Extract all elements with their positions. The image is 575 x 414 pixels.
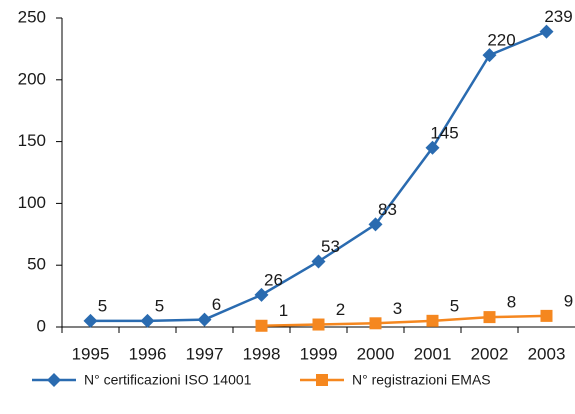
data-label: 9	[564, 291, 573, 310]
y-tick-label: 250	[18, 7, 46, 26]
point	[426, 314, 439, 327]
data-label: 5	[155, 296, 164, 315]
legend-marker	[316, 374, 328, 386]
legend-marker	[47, 373, 61, 387]
point	[140, 313, 155, 328]
data-label: 8	[507, 293, 516, 312]
point	[312, 318, 325, 331]
x-tick-label: 1996	[129, 344, 167, 363]
data-label: 5	[450, 296, 459, 315]
legend-label: N° certificazioni ISO 14001	[84, 372, 252, 388]
point	[540, 309, 553, 322]
y-tick-label: 150	[18, 131, 46, 150]
series-line	[90, 30, 547, 323]
point	[197, 312, 212, 327]
series-line	[261, 314, 547, 328]
data-label: 53	[321, 237, 340, 256]
point	[425, 140, 440, 155]
x-tick-label: 2001	[414, 344, 452, 363]
point	[311, 254, 326, 269]
data-label: 3	[393, 299, 402, 318]
data-label: 239	[544, 7, 572, 26]
y-tick-label: 100	[18, 193, 46, 212]
point	[482, 48, 497, 63]
point	[368, 217, 383, 232]
data-label: 220	[487, 31, 515, 50]
point	[539, 24, 554, 39]
data-label: 5	[98, 296, 107, 315]
point	[254, 287, 269, 302]
x-tick-label: 1995	[72, 344, 110, 363]
x-tick-label: 1999	[300, 344, 338, 363]
x-tick-label: 2003	[528, 344, 566, 363]
data-label: 2	[336, 300, 345, 319]
y-tick-label: 50	[27, 255, 46, 274]
data-label: 145	[430, 123, 458, 142]
legend: N° certificazioni ISO 14001 N° registrazi…	[32, 372, 491, 388]
data-label: 83	[378, 200, 397, 219]
point	[83, 313, 98, 328]
data-label: 1	[279, 301, 288, 320]
x-tick-label: 1998	[243, 344, 281, 363]
x-tick-label: 2002	[471, 344, 509, 363]
point	[255, 319, 268, 332]
y-tick-label: 0	[37, 316, 46, 335]
x-tick-label: 1997	[186, 344, 224, 363]
y-tick-label: 200	[18, 69, 46, 88]
data-label: 26	[264, 270, 283, 289]
point	[369, 317, 382, 330]
x-tick-label: 2000	[357, 344, 395, 363]
point	[483, 311, 496, 324]
legend-label: N° registrazioni EMAS	[352, 372, 491, 388]
data-label: 6	[212, 295, 221, 314]
